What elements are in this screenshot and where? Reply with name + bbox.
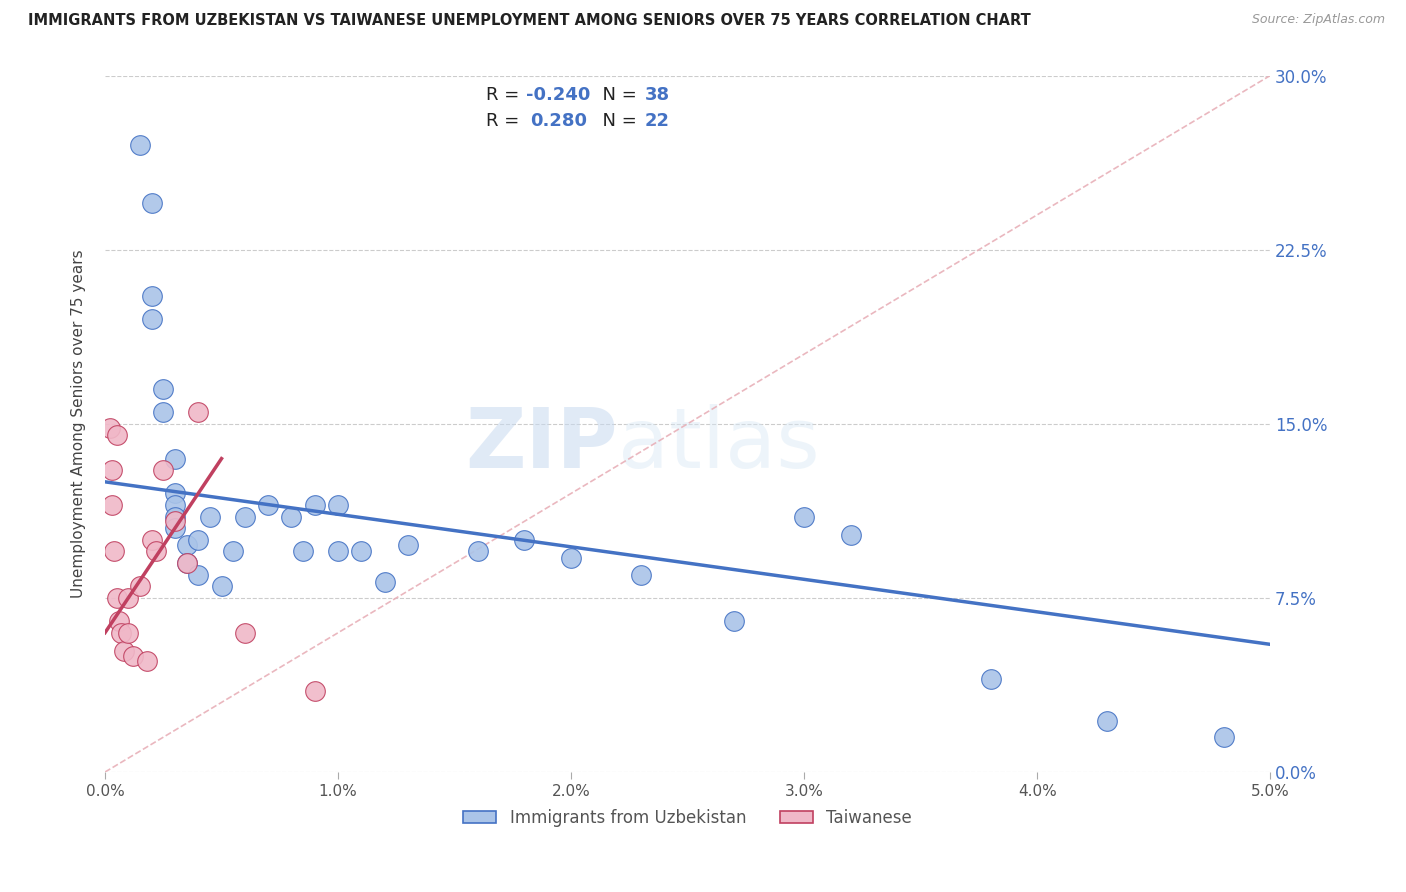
Point (176, 537, 198, 551)
Text: R =: R = (486, 112, 531, 130)
Point (152, 382, 174, 396)
Point (129, 579, 152, 593)
Point (110, 625, 132, 640)
Point (304, 683, 326, 698)
Point (108, 614, 131, 628)
Text: Source: ZipAtlas.com: Source: ZipAtlas.com (1251, 13, 1385, 27)
Point (326, 544, 349, 558)
Point (211, 579, 233, 593)
Point (176, 556, 198, 570)
Point (101, 498, 124, 512)
Point (101, 463, 124, 477)
Point (163, 514, 186, 528)
Text: 38: 38 (644, 86, 669, 104)
Point (187, 405, 209, 419)
Text: IMMIGRANTS FROM UZBEKISTAN VS TAIWANESE UNEMPLOYMENT AMONG SENIORS OVER 75 YEARS: IMMIGRANTS FROM UZBEKISTAN VS TAIWANESE … (28, 13, 1031, 29)
Point (280, 509, 302, 524)
Point (257, 498, 280, 512)
Point (560, 551, 582, 566)
Point (98, 421, 121, 435)
Point (222, 544, 245, 558)
Text: ZIP: ZIP (465, 404, 617, 485)
Point (396, 537, 419, 551)
Text: 22: 22 (644, 112, 669, 130)
Point (136, 654, 159, 668)
Point (112, 644, 135, 658)
Point (793, 509, 815, 524)
Point (163, 451, 186, 466)
Point (141, 196, 163, 211)
Y-axis label: Unemployment Among Seniors over 75 years: Unemployment Among Seniors over 75 years (72, 250, 86, 599)
Point (117, 591, 139, 605)
Point (723, 614, 745, 628)
Point (350, 544, 373, 558)
Point (152, 405, 174, 419)
Point (980, 672, 1002, 686)
Point (163, 498, 186, 512)
Point (326, 498, 349, 512)
Point (163, 521, 186, 535)
Point (152, 463, 174, 477)
Point (198, 509, 221, 524)
Point (304, 498, 326, 512)
Text: N =: N = (591, 86, 643, 104)
Point (630, 567, 652, 582)
Point (187, 567, 209, 582)
Point (141, 533, 163, 547)
Point (187, 533, 209, 547)
Text: N =: N = (591, 112, 643, 130)
Point (163, 486, 186, 500)
Text: 0.280: 0.280 (530, 112, 588, 130)
Point (233, 625, 256, 640)
Point (374, 574, 396, 589)
Text: R =: R = (486, 86, 524, 104)
Text: atlas: atlas (617, 404, 820, 485)
Point (145, 544, 167, 558)
Point (467, 544, 489, 558)
Text: -0.240: -0.240 (526, 86, 591, 104)
Point (141, 312, 163, 326)
Point (105, 591, 128, 605)
Point (176, 556, 198, 570)
Point (103, 544, 125, 558)
Point (1212, 730, 1234, 744)
Point (513, 533, 536, 547)
Point (129, 138, 152, 153)
Point (233, 509, 256, 524)
Point (163, 509, 186, 524)
Point (117, 625, 139, 640)
Point (292, 544, 315, 558)
Point (122, 648, 145, 663)
Point (141, 289, 163, 303)
Point (1095, 714, 1118, 728)
Point (105, 428, 128, 442)
Point (839, 528, 862, 542)
Legend: Immigrants from Uzbekistan, Taiwanese: Immigrants from Uzbekistan, Taiwanese (457, 802, 918, 833)
